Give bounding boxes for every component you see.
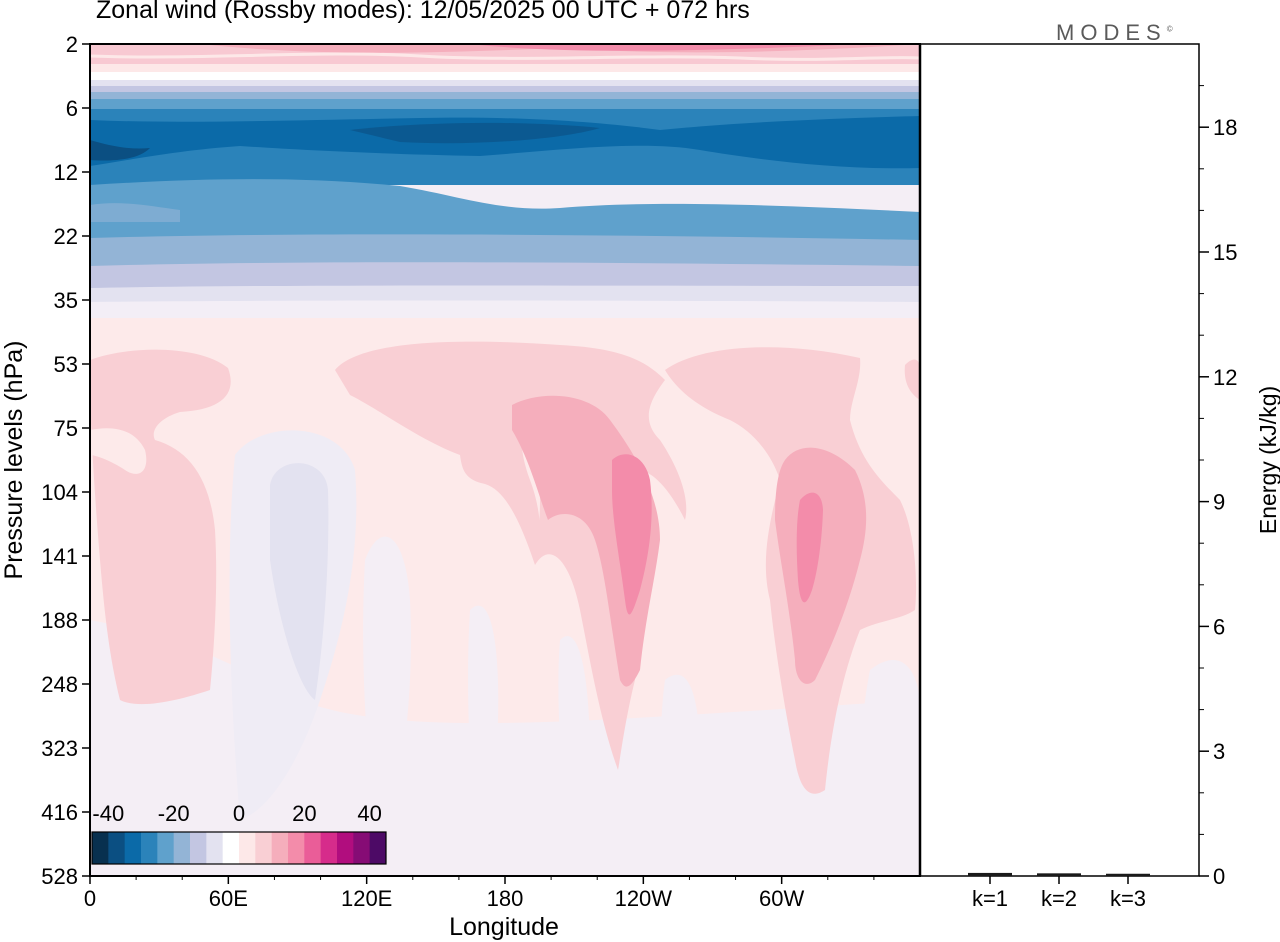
pressure-axis: 2 6 12 22 35 53 75 104 141 188 248 323 416 528 <box>41 32 90 889</box>
y-tick-label: 528 <box>41 864 78 889</box>
y-tick-label: 22 <box>54 224 78 249</box>
zonal-wind-heatmap <box>90 44 920 876</box>
energy-axis: 0 3 6 9 12 15 18 <box>1199 85 1237 889</box>
energy-tick-label: 12 <box>1213 365 1237 390</box>
energy-category-label: k=3 <box>1110 886 1146 911</box>
y-tick-label: 248 <box>41 672 78 697</box>
colorbar-swatch <box>141 832 158 864</box>
y-tick-label: 75 <box>54 416 78 441</box>
energy-tick-label: 6 <box>1213 614 1225 639</box>
colorbar-swatch <box>239 832 256 864</box>
colorbar-swatch <box>320 832 338 864</box>
colorbar-swatch <box>255 832 273 864</box>
energy-bar <box>968 872 1012 876</box>
y-tick-label: 35 <box>54 288 78 313</box>
colorbar-tick-label: 0 <box>233 801 245 826</box>
y-tick-label: 6 <box>66 96 78 121</box>
colorbar-swatch <box>92 832 109 864</box>
energy-category-label: k=2 <box>1041 886 1077 911</box>
colorbar-swatch <box>108 832 126 864</box>
x-tick-label: 60W <box>759 886 804 911</box>
colorbar-swatch <box>190 832 207 864</box>
y-tick-label: 53 <box>54 352 78 377</box>
energy-tick-label: 9 <box>1213 490 1225 515</box>
x-tick-label: 0 <box>84 886 96 911</box>
colorbar-swatch <box>173 832 191 864</box>
colorbar: -40 -20 0 20 40 <box>91 801 387 865</box>
colorbar-tick-label: 40 <box>357 801 381 826</box>
energy-axis-title: Energy (kJ/kg) <box>1255 386 1280 534</box>
colorbar-swatch <box>288 832 305 864</box>
x-tick-label: 120E <box>341 886 392 911</box>
y-tick-label: 188 <box>41 608 78 633</box>
colorbar-swatch <box>206 832 224 864</box>
y-axis-title: Pressure levels (hPa) <box>0 341 28 580</box>
x-tick-label: 180 <box>487 886 524 911</box>
energy-bar <box>1106 873 1150 876</box>
x-tick-label: 60E <box>209 886 248 911</box>
colorbar-tick-label: -40 <box>92 801 124 826</box>
y-tick-label: 141 <box>41 544 78 569</box>
y-tick-label: 104 <box>41 480 78 505</box>
colorbar-swatch <box>157 832 175 864</box>
colorbar-swatch <box>337 832 354 864</box>
energy-tick-label: 18 <box>1213 115 1237 140</box>
colorbar-swatch <box>271 832 289 864</box>
x-tick-label: 120W <box>615 886 673 911</box>
energy-tick-label: 15 <box>1213 240 1237 265</box>
colorbar-tick-label: -20 <box>158 801 190 826</box>
chart-title: Zonal wind (Rossby modes): 12/05/2025 00… <box>96 0 750 24</box>
energy-frame <box>919 43 1200 877</box>
colorbar-frame <box>91 831 387 865</box>
energy-bars: k=1 k=2 k=3 <box>968 872 1150 911</box>
y-tick-label: 12 <box>54 160 78 185</box>
energy-bar <box>1037 873 1081 876</box>
colorbar-swatch <box>304 832 322 864</box>
y-tick-label: 323 <box>41 736 78 761</box>
logo-mark: © <box>1166 24 1173 34</box>
x-axis-title: Longitude <box>449 913 559 941</box>
energy-category-label: k=1 <box>972 886 1008 911</box>
longitude-axis: 0 60E 120E 180 120W 60W <box>84 876 875 911</box>
modes-logo: MODES© <box>1056 20 1173 46</box>
colorbar-swatch <box>369 832 387 864</box>
logo-text: MODES <box>1056 20 1167 45</box>
energy-tick-label: 0 <box>1213 864 1225 889</box>
y-tick-label: 416 <box>41 800 78 825</box>
colorbar-tick-label: 20 <box>292 801 316 826</box>
y-tick-label: 2 <box>66 32 78 57</box>
energy-tick-label: 3 <box>1213 739 1225 764</box>
colorbar-swatch <box>124 832 142 864</box>
colorbar-swatch <box>222 832 240 864</box>
colorbar-swatch <box>353 832 371 864</box>
